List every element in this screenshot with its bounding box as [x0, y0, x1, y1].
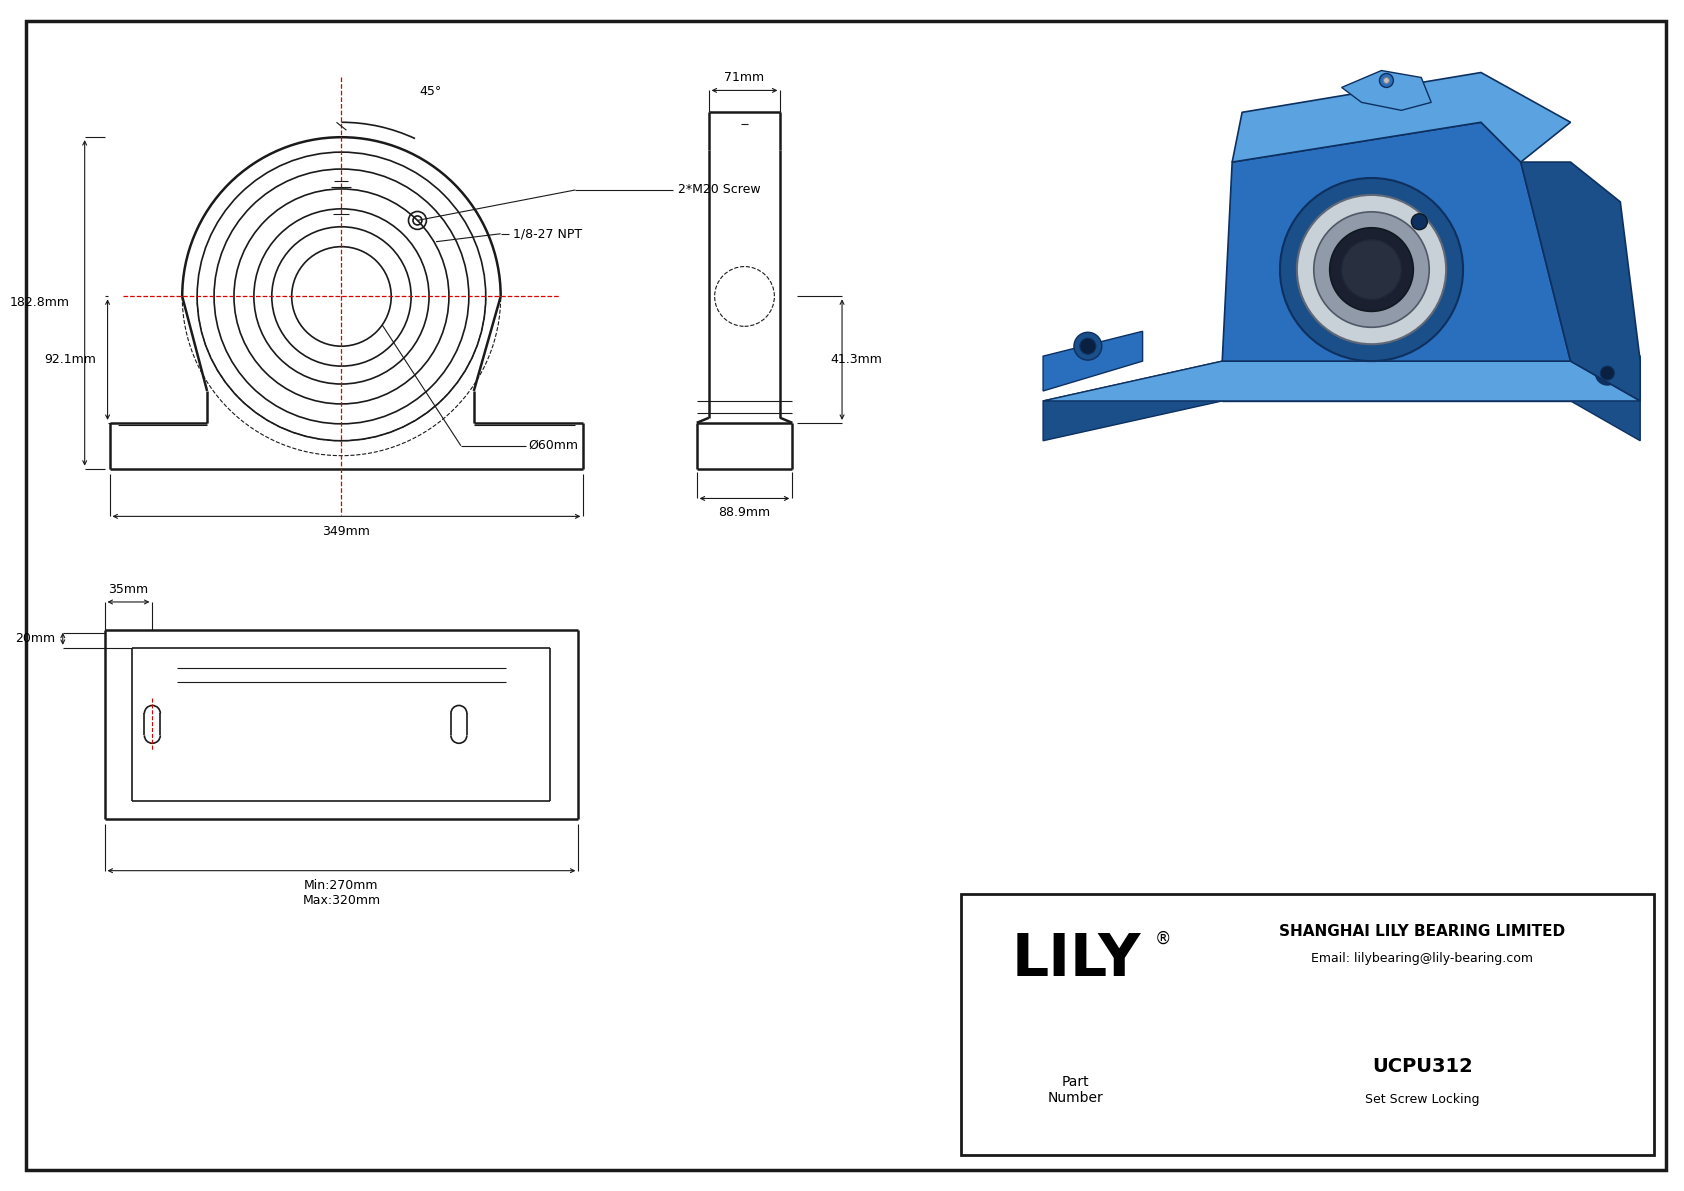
- Text: SHANGHAI LILY BEARING LIMITED: SHANGHAI LILY BEARING LIMITED: [1280, 924, 1566, 939]
- Text: Min:270mm: Min:270mm: [305, 879, 379, 892]
- Text: Email: lilybearing@lily-bearing.com: Email: lilybearing@lily-bearing.com: [1312, 952, 1532, 965]
- Polygon shape: [1521, 162, 1640, 401]
- Text: 349mm: 349mm: [323, 525, 370, 538]
- Circle shape: [1600, 366, 1615, 380]
- Polygon shape: [1223, 361, 1571, 401]
- Text: Max:320mm: Max:320mm: [303, 894, 381, 908]
- Circle shape: [1384, 77, 1389, 83]
- Text: LILY: LILY: [1010, 930, 1140, 987]
- Text: 2*M20 Screw: 2*M20 Screw: [679, 183, 761, 197]
- Circle shape: [1314, 212, 1430, 328]
- Text: 88.9mm: 88.9mm: [719, 506, 771, 519]
- Polygon shape: [1042, 361, 1640, 401]
- Text: 45°: 45°: [419, 86, 441, 99]
- Circle shape: [1297, 195, 1447, 344]
- Text: Set Screw Locking: Set Screw Locking: [1366, 1092, 1480, 1105]
- Text: ®: ®: [1154, 930, 1170, 948]
- Polygon shape: [1233, 73, 1571, 162]
- Polygon shape: [1042, 361, 1640, 441]
- Text: 35mm: 35mm: [108, 582, 148, 596]
- Polygon shape: [1042, 331, 1143, 391]
- Circle shape: [1280, 177, 1463, 361]
- Circle shape: [1595, 361, 1620, 385]
- Text: 20mm: 20mm: [15, 632, 56, 646]
- Text: UCPU312: UCPU312: [1372, 1056, 1472, 1075]
- Text: Ø60mm: Ø60mm: [529, 439, 579, 453]
- Polygon shape: [1571, 331, 1640, 391]
- Bar: [962, 893, 1654, 1155]
- Text: 41.3mm: 41.3mm: [830, 354, 882, 366]
- Text: 182.8mm: 182.8mm: [10, 297, 69, 310]
- Circle shape: [1411, 213, 1428, 230]
- Polygon shape: [1342, 70, 1431, 111]
- Circle shape: [1079, 338, 1096, 354]
- Circle shape: [1074, 332, 1101, 360]
- Circle shape: [1379, 74, 1393, 87]
- Polygon shape: [1223, 123, 1571, 361]
- Text: 92.1mm: 92.1mm: [44, 354, 96, 366]
- Circle shape: [1342, 239, 1401, 299]
- Text: 1/8-27 NPT: 1/8-27 NPT: [512, 227, 581, 241]
- Text: Part
Number: Part Number: [1047, 1074, 1103, 1105]
- Circle shape: [1330, 227, 1413, 311]
- Text: 71mm: 71mm: [724, 71, 765, 85]
